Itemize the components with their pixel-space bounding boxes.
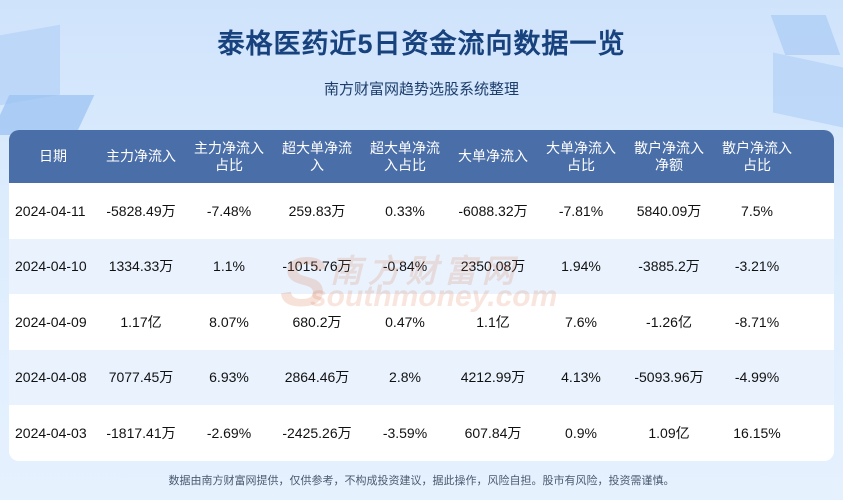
table-cell: -1817.41万 bbox=[106, 424, 176, 441]
column-header: 超大单净流 入占比 bbox=[370, 139, 440, 173]
table-cell: 7.5% bbox=[741, 202, 773, 219]
table-cell: 680.2万 bbox=[292, 313, 342, 330]
table-cell: -4.99% bbox=[734, 369, 780, 386]
page-subtitle: 南方财富网趋势选股系统整理 bbox=[323, 81, 519, 98]
table-cell: -1015.76万 bbox=[282, 258, 352, 275]
table-cell: -3885.2万 bbox=[638, 258, 700, 275]
table-cell: 607.84万 bbox=[464, 424, 522, 441]
column-header: 主力净流入 占比 bbox=[194, 139, 264, 173]
table-cell: 4212.99万 bbox=[460, 369, 526, 386]
column-header: 主力净流入 bbox=[106, 148, 176, 164]
table-cell: 0.47% bbox=[385, 313, 425, 330]
page-title: 泰格医药近5日资金流向数据一览 bbox=[217, 29, 626, 59]
table-cell: 1334.33万 bbox=[108, 258, 174, 275]
column-header: 超大单净流 入 bbox=[282, 139, 352, 173]
table-cell: -7.48% bbox=[206, 202, 252, 219]
table-cell: 4.13% bbox=[561, 369, 601, 386]
table-cell: -3.59% bbox=[382, 424, 428, 441]
table-row: 2024-04-11 -5828.49万 -7.48% 259.83万 0.33% -60… bbox=[9, 183, 834, 238]
column-header: 散户净流入 占比 bbox=[722, 139, 792, 173]
table-cell: -0.84% bbox=[382, 258, 428, 275]
decorative-shape bbox=[0, 95, 95, 135]
table-cell: -6088.32万 bbox=[458, 202, 528, 219]
table-header: 日期 主力净流入 主力净流入 占比 超大单净流 入超大单净流 入占比 大单净流入 大单净流… bbox=[9, 130, 834, 183]
table-cell: 2864.46万 bbox=[284, 369, 350, 386]
table-cell: 2350.08万 bbox=[460, 258, 526, 275]
column-header: 大单净流入 bbox=[458, 148, 528, 164]
fund-flow-table: 日期 主力净流入 主力净流入 占比 超大单净流 入超大单净流 入占比 大单净流入 大单净流… bbox=[9, 130, 834, 461]
table-cell: 6.93% bbox=[209, 369, 249, 386]
table-cell: -5828.49万 bbox=[106, 202, 176, 219]
table-cell: 1.17亿 bbox=[120, 313, 162, 330]
table-cell: -2425.26万 bbox=[282, 424, 352, 441]
table-cell: 7.6% bbox=[565, 313, 597, 330]
table-cell: -7.81% bbox=[558, 202, 604, 219]
table-cell: 0.33% bbox=[385, 202, 425, 219]
table-cell: 2024-04-09 bbox=[15, 313, 87, 330]
table-row: 2024-04-10 1334.33万 1.1% -1015.76万 -0.84% 235… bbox=[9, 238, 834, 294]
table-cell: 2024-04-03 bbox=[15, 424, 87, 441]
table-row: 2024-04-09 1.17亿 8.07% 680.2万 0.47% 1.1亿 7.6% -… bbox=[9, 294, 834, 350]
table-cell: 2.8% bbox=[389, 369, 421, 386]
table-cell: 2024-04-08 bbox=[15, 369, 87, 386]
column-header: 日期 bbox=[39, 148, 67, 164]
table-row: 2024-04-03 -1817.41万 -2.69% -2425.26万 -3.59%… bbox=[9, 405, 834, 461]
table-cell: -3.21% bbox=[734, 258, 780, 275]
table-cell: 7077.45万 bbox=[108, 369, 174, 386]
table-cell: 1.1亿 bbox=[476, 313, 510, 330]
table-cell: 8.07% bbox=[209, 313, 249, 330]
table-cell: 259.83万 bbox=[288, 202, 346, 219]
disclaimer-footer: 数据由南方财富网提供，仅供参考，不构成投资建议，据此操作，风险自担。股市有风险，… bbox=[168, 475, 675, 487]
column-header: 散户净流入 净额 bbox=[634, 139, 704, 173]
table-cell: -2.69% bbox=[206, 424, 252, 441]
table-cell: 2024-04-11 bbox=[15, 202, 86, 219]
table-cell: -1.26亿 bbox=[646, 313, 692, 330]
table-cell: 1.94% bbox=[561, 258, 601, 275]
table-cell: -5093.96万 bbox=[634, 369, 704, 386]
table-cell: 16.15% bbox=[733, 424, 781, 441]
table-cell: 1.1% bbox=[213, 258, 245, 275]
table-cell: 5840.09万 bbox=[636, 202, 702, 219]
table-cell: -8.71% bbox=[734, 313, 780, 330]
table-cell: 1.09亿 bbox=[648, 424, 690, 441]
table-cell: 0.9% bbox=[565, 424, 597, 441]
table-cell: 2024-04-10 bbox=[15, 258, 87, 275]
table-row: 2024-04-08 7077.45万 6.93% 2864.46万 2.8% 4212.… bbox=[9, 349, 834, 405]
column-header: 大单净流入 占比 bbox=[546, 139, 616, 173]
